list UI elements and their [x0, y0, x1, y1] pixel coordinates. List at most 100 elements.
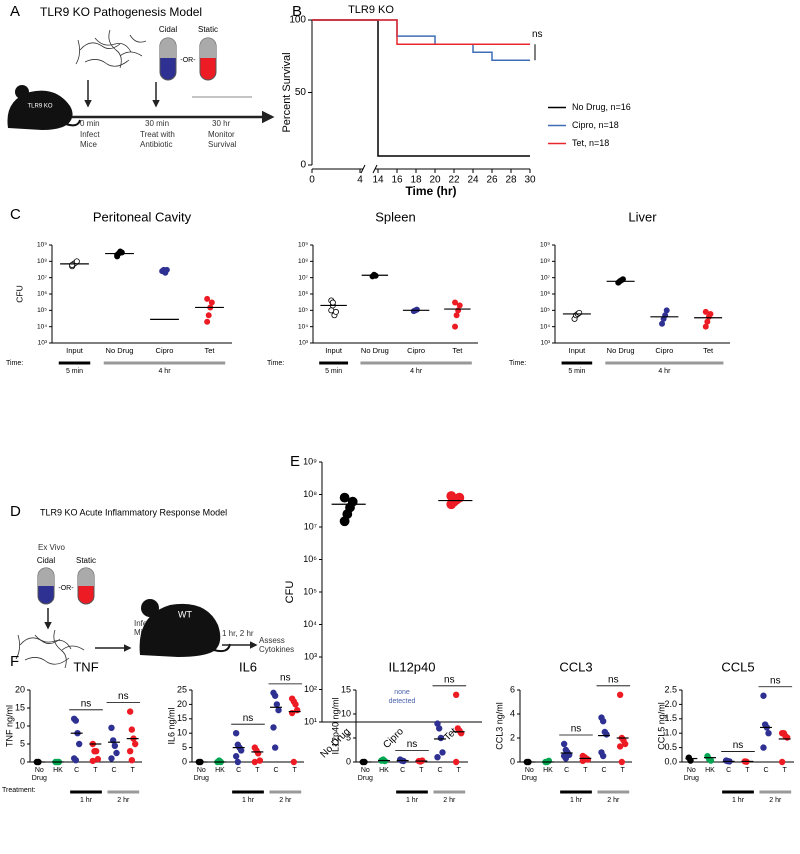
x-tick-label: No Drug: [607, 346, 635, 355]
y-tick-label: 0.0: [664, 756, 677, 766]
data-point: [456, 302, 463, 309]
y-tick-label: 10⁸: [298, 258, 308, 265]
y-tick-label: 10⁵: [303, 586, 317, 596]
group-title: Treatment:: [2, 787, 36, 794]
y-tick-label: 0: [510, 756, 515, 766]
data-point: [128, 757, 136, 764]
x-tick-label: T: [583, 767, 588, 774]
x-tick-label: T: [130, 767, 135, 774]
panel-a: A TLR9 KO Pathogenesis Model Cidal Stati…: [7, 3, 275, 149]
x-tick-label: Tet: [204, 346, 215, 355]
x-tick-label-box: C: [273, 767, 278, 774]
data-point: [126, 708, 134, 715]
legend-label: Tet, n=18: [572, 138, 609, 148]
y-tick-label: 10⁶: [303, 554, 317, 564]
data-point: [75, 740, 83, 748]
y-tick-label: 10⁷: [304, 521, 317, 531]
chart-title: CCL3: [559, 659, 592, 674]
mouse-label: WT: [178, 609, 192, 619]
comparison-label: ns: [81, 698, 92, 709]
data-point: [108, 755, 115, 762]
data-point: [275, 706, 282, 714]
group-label: 2 hr: [443, 797, 456, 804]
x-tick-label: HK: [53, 767, 63, 774]
infect-label: Infect: [134, 619, 154, 628]
x-tick-label-box: HK: [705, 767, 715, 774]
x-tick-label: 16: [391, 175, 403, 186]
x-tick-label: Cipro: [156, 346, 174, 355]
data-point: [234, 758, 242, 766]
x-tick-label: No Drug: [357, 767, 373, 782]
step-text: Antibiotic: [140, 140, 172, 149]
chart-title: Peritoneal Cavity: [93, 209, 192, 224]
data-point: [452, 691, 460, 698]
group-label: 1 hr: [242, 797, 255, 804]
x-tick-label: 26: [486, 175, 498, 186]
y-tick-label: 10⁹: [303, 456, 317, 466]
y-axis-label: TNF ng/ml: [4, 705, 14, 747]
group-label: 2 hr: [117, 797, 130, 804]
axis-break: [372, 164, 378, 174]
y-tick-label: 6: [510, 684, 515, 694]
y-tick-label: 50: [295, 87, 307, 98]
x-tick-label: 4: [357, 175, 363, 186]
chart-title: TNF: [73, 659, 98, 674]
x-tick-label: T: [456, 767, 461, 774]
y-tick-label: 4: [510, 708, 515, 718]
group-label: 4 hr: [158, 368, 171, 375]
y-tick-label: 0: [300, 160, 306, 171]
data-point: [205, 312, 212, 319]
x-tick-label: HK: [215, 767, 225, 774]
y-tick-label: 2.0: [664, 699, 677, 709]
data-point: [329, 299, 336, 306]
chart-title: IL12p40: [389, 659, 436, 674]
x-tick-label-box: HK: [215, 767, 225, 774]
x-tick-label-box: C: [763, 767, 768, 774]
panel-label: F: [10, 653, 19, 670]
step-text: Infect: [80, 130, 100, 139]
x-tick-label: T: [745, 767, 750, 774]
x-tick-label-box: No Drug: [522, 767, 537, 782]
data-point: [72, 757, 80, 764]
data-point: [128, 726, 136, 733]
x-tick-label: C: [564, 767, 570, 774]
x-tick-label: No Drug: [193, 767, 209, 782]
data-point: [292, 701, 299, 708]
x-tick-label: T: [255, 767, 260, 774]
data-point: [704, 318, 711, 325]
data-point: [72, 717, 80, 724]
y-tick-label: 15: [15, 702, 25, 712]
assess-label: Cytokines: [259, 645, 294, 654]
pill-static: [199, 37, 217, 81]
data-point: [576, 309, 583, 316]
chart-title: IL6: [239, 659, 257, 674]
x-tick-label: No Drug: [683, 767, 699, 782]
x-tick-label: 28: [505, 175, 517, 186]
data-point: [339, 492, 350, 503]
data-point: [599, 752, 607, 760]
chart-title: TLR9 KO: [348, 4, 394, 16]
data-point: [232, 753, 240, 760]
survival-line: [312, 19, 530, 157]
x-tick-label: C: [236, 767, 242, 774]
data-point: [251, 758, 259, 766]
group-label: 5 min: [568, 368, 585, 375]
legend-label: No Drug, n=16: [572, 102, 631, 112]
or-label: -OR-: [58, 585, 74, 592]
data-point: [760, 692, 767, 699]
data-point: [434, 754, 441, 761]
y-tick-label: 2: [510, 732, 515, 742]
group-label: 1 hr: [406, 797, 419, 804]
x-tick-label: 22: [448, 175, 460, 186]
x-tick-label: No Drug: [106, 346, 134, 355]
data-point: [92, 748, 100, 755]
step-time: 30 min: [145, 119, 169, 128]
x-tick-label-box: T: [583, 767, 588, 774]
data-point: [332, 308, 339, 315]
group-label: 5 min: [66, 368, 83, 375]
group-label: 5 min: [325, 368, 342, 375]
data-point: [435, 725, 443, 732]
y-tick-label: 10⁶: [540, 291, 550, 298]
data-point: [131, 740, 139, 748]
